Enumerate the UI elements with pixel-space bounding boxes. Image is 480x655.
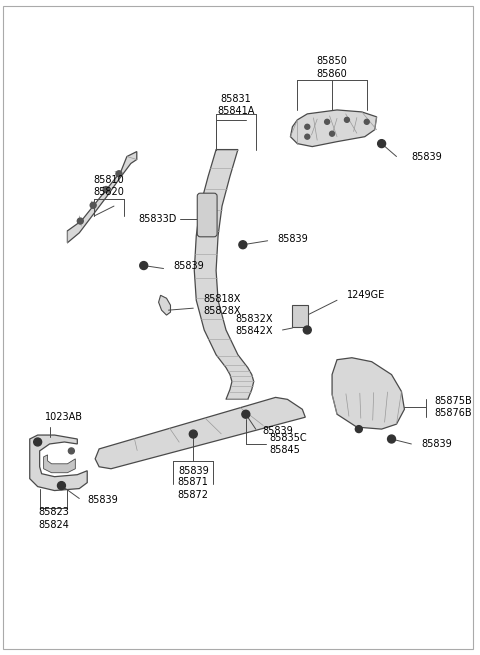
Text: 85818X
85828X: 85818X 85828X (203, 294, 240, 316)
Text: 85839: 85839 (263, 426, 293, 436)
Text: 85833D: 85833D (138, 214, 177, 224)
Circle shape (305, 134, 310, 139)
Polygon shape (95, 398, 305, 469)
Text: 85839: 85839 (173, 261, 204, 271)
Circle shape (58, 481, 65, 489)
Text: 85835C
85845: 85835C 85845 (270, 433, 307, 455)
Circle shape (103, 187, 109, 193)
Circle shape (303, 326, 311, 334)
Text: 1023AB: 1023AB (45, 412, 83, 422)
Polygon shape (332, 358, 405, 429)
Circle shape (324, 119, 330, 124)
Bar (292, 305, 308, 327)
Circle shape (77, 218, 83, 224)
Text: 85839: 85839 (277, 234, 308, 244)
Circle shape (364, 119, 369, 124)
Circle shape (345, 117, 349, 122)
Text: 85871
85872: 85871 85872 (178, 477, 209, 500)
Text: 85850
85860: 85850 85860 (317, 56, 348, 79)
Text: 85839: 85839 (178, 466, 209, 476)
Polygon shape (30, 435, 87, 491)
Text: 85839: 85839 (87, 495, 118, 506)
Circle shape (239, 241, 247, 249)
Text: 85831
85841A: 85831 85841A (217, 94, 254, 116)
Text: 85875B
85876B: 85875B 85876B (434, 396, 472, 419)
Circle shape (355, 426, 362, 432)
Circle shape (90, 202, 96, 208)
Circle shape (116, 171, 122, 177)
Circle shape (68, 448, 74, 454)
Circle shape (34, 438, 42, 446)
Circle shape (242, 410, 250, 418)
Polygon shape (44, 455, 75, 473)
Text: 1249GE: 1249GE (347, 290, 385, 300)
Polygon shape (194, 149, 254, 400)
Text: 85823
85824: 85823 85824 (38, 507, 69, 529)
Polygon shape (158, 295, 170, 315)
Circle shape (387, 435, 396, 443)
FancyBboxPatch shape (197, 193, 217, 237)
Circle shape (189, 430, 197, 438)
Polygon shape (67, 151, 137, 243)
Polygon shape (290, 110, 377, 147)
Text: 85839: 85839 (421, 439, 452, 449)
Circle shape (378, 140, 385, 147)
Circle shape (305, 124, 310, 129)
Text: 85839: 85839 (411, 151, 442, 162)
Circle shape (140, 261, 148, 269)
Text: 85810
85820: 85810 85820 (94, 175, 124, 197)
Circle shape (330, 131, 335, 136)
Text: 85832X
85842X: 85832X 85842X (235, 314, 273, 336)
